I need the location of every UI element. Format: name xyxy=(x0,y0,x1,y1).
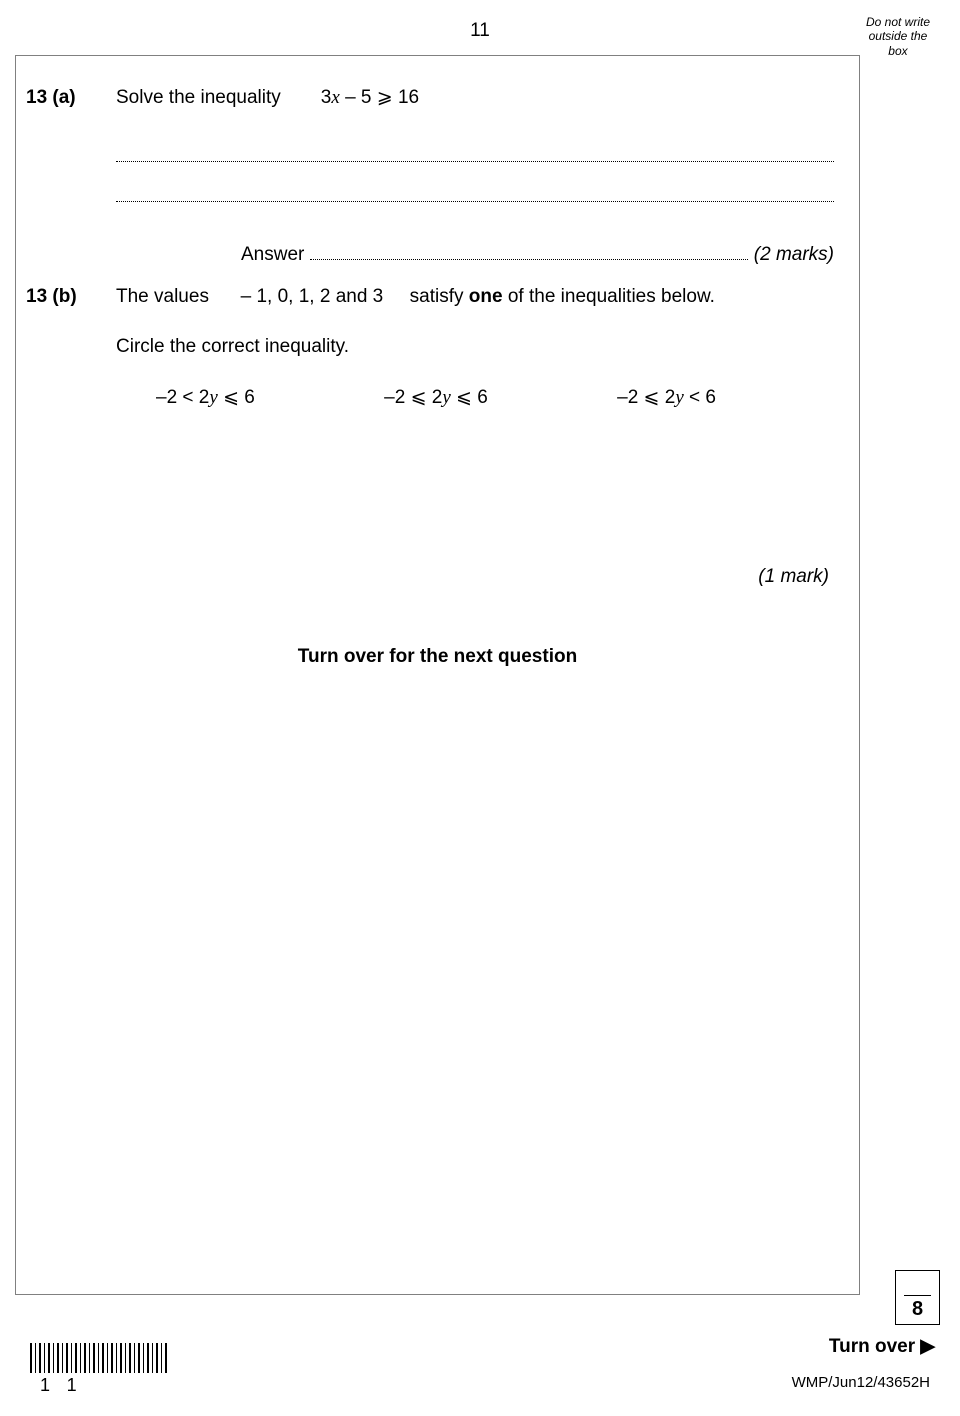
score-value: 8 xyxy=(896,1298,939,1321)
inequality-option-a[interactable]: –2 < 2y ⩽ 6 xyxy=(156,386,255,409)
marks-2: (2 marks) xyxy=(754,244,834,266)
q13b-mid: satisfy xyxy=(410,286,469,307)
marks-1: (1 mark) xyxy=(758,566,829,588)
q13a-expr-post: – 5 ⩾ 16 xyxy=(340,87,419,108)
ineq-c-pre: –2 ⩽ 2 xyxy=(617,387,675,408)
q13b-text: The values – 1, 0, 1, 2 and 3 satisfy on… xyxy=(116,286,715,308)
answer-label: Answer xyxy=(241,244,304,266)
ineq-a-post: ⩽ 6 xyxy=(218,387,255,408)
answer-row: Answer (2 marks) xyxy=(241,244,834,266)
q13a-text: Solve the inequality xyxy=(116,87,281,109)
barcode-area: 11 xyxy=(30,1343,170,1396)
q13b-values: – 1, 0, 1, 2 and 3 xyxy=(241,286,384,307)
score-box: 8 xyxy=(895,1270,940,1325)
q13a-expr-pre: 3 xyxy=(321,87,332,108)
answer-field[interactable] xyxy=(310,248,747,260)
content-box: 13 (a) Solve the inequality 3x – 5 ⩾ 16 … xyxy=(15,55,860,1295)
q13b-pre: The values xyxy=(116,286,209,307)
turn-over-label: Turn over ▶ xyxy=(829,1335,935,1358)
turn-over-next-question: Turn over for the next question xyxy=(298,646,577,668)
ineq-a-var: y xyxy=(209,387,217,408)
score-divider xyxy=(904,1295,931,1296)
q13a-expression: 3x – 5 ⩾ 16 xyxy=(321,86,419,109)
q13a-number: 13 (a) xyxy=(26,87,116,109)
inequality-options: –2 < 2y ⩽ 6 –2 ⩽ 2y ⩽ 6 –2 ⩽ 2y < 6 xyxy=(156,386,716,409)
barcode xyxy=(30,1343,170,1373)
ineq-c-var: y xyxy=(675,387,683,408)
work-line-2[interactable] xyxy=(116,201,834,202)
margin-note: Do not write outside the box xyxy=(866,15,930,58)
ineq-a-pre: –2 < 2 xyxy=(156,387,209,408)
inequality-option-c[interactable]: –2 ⩽ 2y < 6 xyxy=(617,386,716,409)
page-number: 11 xyxy=(470,20,490,42)
ineq-c-post: < 6 xyxy=(684,387,716,408)
q13b-circle-instruction: Circle the correct inequality. xyxy=(116,336,349,358)
footer-code: WMP/Jun12/43652H xyxy=(792,1374,930,1391)
margin-note-l3: box xyxy=(888,44,907,58)
q13b-number: 13 (b) xyxy=(26,286,116,308)
inequality-option-b[interactable]: –2 ⩽ 2y ⩽ 6 xyxy=(384,386,488,409)
ineq-b-var: y xyxy=(442,387,450,408)
q13b-post: of the inequalities below. xyxy=(503,286,715,307)
barcode-numbers: 11 xyxy=(30,1375,170,1396)
margin-note-l1: Do not write xyxy=(866,15,930,29)
margin-note-l2: outside the xyxy=(869,29,928,43)
q13b-bold: one xyxy=(469,286,503,307)
ineq-b-pre: –2 ⩽ 2 xyxy=(384,387,442,408)
question-13a: 13 (a) Solve the inequality 3x – 5 ⩾ 16 xyxy=(26,86,419,109)
q13a-var: x xyxy=(331,87,339,108)
ineq-b-post: ⩽ 6 xyxy=(451,387,488,408)
work-line-1[interactable] xyxy=(116,161,834,162)
question-13b: 13 (b) The values – 1, 0, 1, 2 and 3 sat… xyxy=(26,286,715,308)
